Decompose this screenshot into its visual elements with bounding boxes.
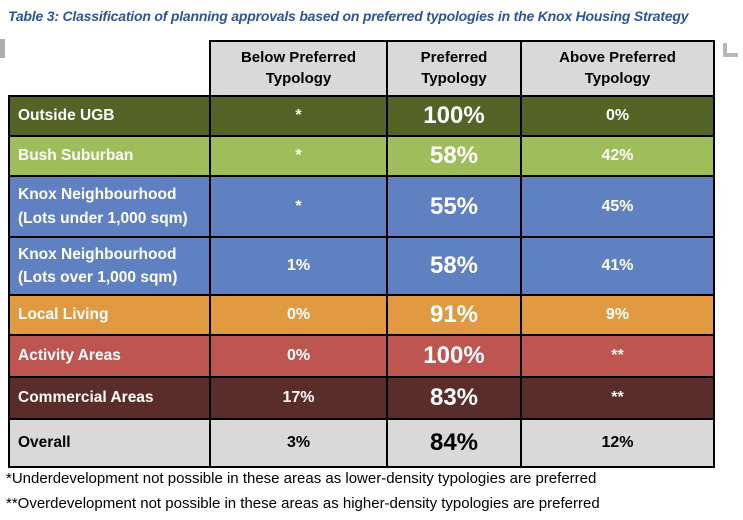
page-margin-mark-left	[0, 39, 5, 58]
row-label-commercial-areas: Commercial Areas	[10, 378, 209, 418]
cell-bush-suburban-below: *	[211, 137, 386, 175]
cell-bush-suburban-above: 42%	[522, 137, 713, 175]
cell-commercial-areas-above: **	[522, 378, 713, 418]
footnote-overdevelopment: **Overdevelopment not possible in these …	[6, 495, 600, 512]
row-label-bush-suburban: Bush Suburban	[10, 137, 209, 175]
cell-outside-ugb-preferred: 100%	[388, 97, 520, 135]
cell-overall-below: 3%	[211, 420, 386, 466]
cell-local-living-above: 9%	[522, 296, 713, 334]
row-label-outside-ugb: Outside UGB	[10, 97, 209, 135]
column-header-below-preferred: Below Preferred Typology	[211, 42, 386, 95]
cell-knox-over-preferred: 58%	[388, 238, 520, 294]
cell-local-living-preferred: 91%	[388, 296, 520, 334]
row-label-knox-under-1000: Knox Neighbourhood (Lots under 1,000 sqm…	[10, 177, 209, 236]
cell-outside-ugb-above: 0%	[522, 97, 713, 135]
row-label-knox-over-1000: Knox Neighbourhood (Lots over 1,000 sqm)	[10, 238, 209, 294]
cell-activity-areas-below: 0%	[211, 336, 386, 376]
page-corner-mark-right	[723, 43, 738, 57]
cell-activity-areas-above: **	[522, 336, 713, 376]
cell-knox-over-below: 1%	[211, 238, 386, 294]
table-body: Outside UGB * 100% 0% Bush Suburban * 58…	[8, 95, 715, 468]
cell-knox-under-above: 45%	[522, 177, 713, 236]
row-label-activity-areas: Activity Areas	[10, 336, 209, 376]
cell-bush-suburban-preferred: 58%	[388, 137, 520, 175]
table-header-row: Below Preferred Typology Preferred Typol…	[209, 40, 715, 97]
cell-outside-ugb-below: *	[211, 97, 386, 135]
cell-local-living-below: 0%	[211, 296, 386, 334]
cell-activity-areas-preferred: 100%	[388, 336, 520, 376]
footnote-underdevelopment: *Underdevelopment not possible in these …	[6, 470, 597, 487]
row-label-overall: Overall	[10, 420, 209, 466]
cell-overall-preferred: 84%	[388, 420, 520, 466]
cell-overall-above: 12%	[522, 420, 713, 466]
column-header-above-preferred: Above Preferred Typology	[522, 42, 713, 95]
cell-knox-under-preferred: 55%	[388, 177, 520, 236]
column-header-preferred: Preferred Typology	[388, 42, 520, 95]
row-label-local-living: Local Living	[10, 296, 209, 334]
cell-knox-over-above: 41%	[522, 238, 713, 294]
cell-commercial-areas-below: 17%	[211, 378, 386, 418]
cell-commercial-areas-preferred: 83%	[388, 378, 520, 418]
cell-knox-under-below: *	[211, 177, 386, 236]
table-caption: Table 3: Classification of planning appr…	[8, 8, 689, 24]
